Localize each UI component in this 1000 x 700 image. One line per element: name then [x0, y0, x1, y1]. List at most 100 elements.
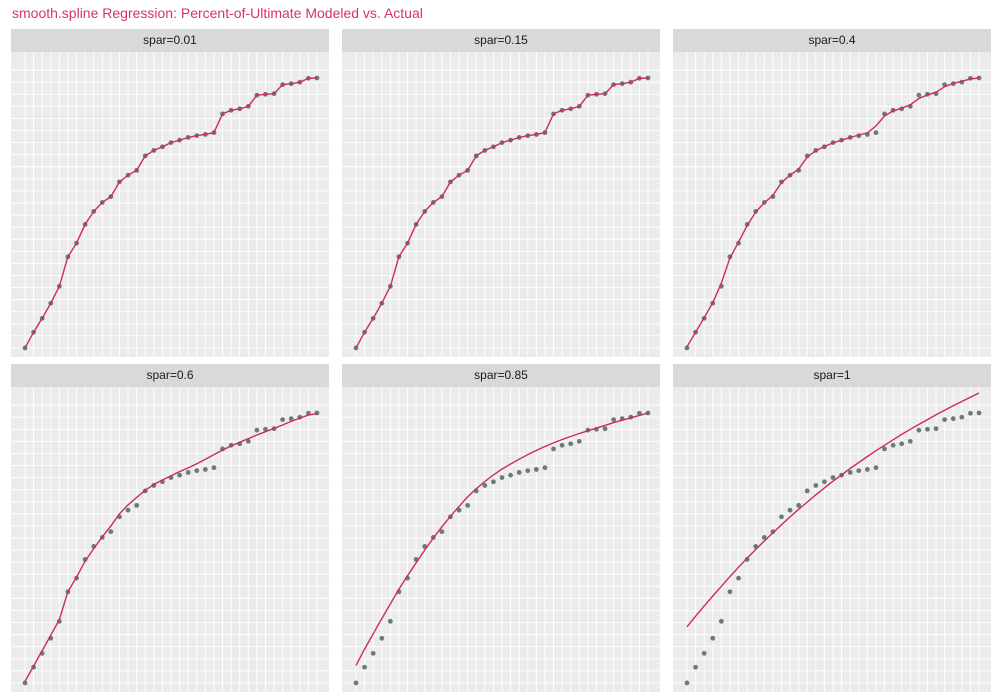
facet-svg	[342, 52, 660, 357]
actual-point	[916, 427, 922, 433]
grid-lines	[673, 387, 991, 692]
actual-point	[813, 483, 819, 488]
facet-svg	[11, 52, 329, 357]
facet-panel: spar=1	[673, 364, 991, 692]
actual-point	[873, 465, 879, 471]
actual-point	[761, 534, 767, 540]
actual-point	[22, 680, 28, 686]
actual-point	[108, 529, 114, 535]
actual-point	[245, 438, 251, 444]
facet-plot-area	[11, 387, 329, 692]
actual-point	[804, 153, 810, 159]
facet-svg	[11, 387, 329, 692]
actual-point	[744, 557, 750, 562]
facet-strip-label: spar=0.15	[342, 29, 660, 52]
actual-point	[525, 468, 531, 474]
actual-point	[899, 441, 905, 447]
actual-point	[211, 465, 217, 471]
facet-plot-area	[11, 52, 329, 357]
actual-point	[976, 75, 982, 81]
actual-point	[177, 472, 182, 478]
actual-point	[959, 414, 965, 420]
actual-point	[968, 410, 973, 416]
actual-point	[770, 529, 776, 535]
actual-point	[362, 664, 367, 670]
fitted-line	[686, 77, 980, 348]
actual-point	[508, 472, 513, 478]
actual-point	[864, 467, 870, 472]
facet-panel: spar=0.85	[342, 364, 660, 692]
actual-point	[456, 507, 462, 513]
actual-point	[254, 427, 260, 433]
actual-point	[568, 441, 574, 447]
actual-point	[387, 618, 393, 624]
facet-panel: spar=0.6	[11, 364, 329, 692]
actual-point	[942, 417, 948, 423]
chart-title: smooth.spline Regression: Percent-of-Ult…	[12, 5, 423, 21]
actual-point	[830, 475, 836, 480]
actual-point	[645, 410, 651, 416]
facet-svg	[673, 387, 991, 692]
actual-point	[202, 467, 208, 472]
grid-lines	[11, 387, 329, 692]
actual-point	[727, 589, 733, 595]
actual-point	[856, 468, 862, 474]
actual-point	[873, 130, 879, 136]
grid-lines	[673, 52, 991, 357]
actual-point	[847, 470, 853, 475]
actual-point	[439, 529, 445, 535]
actual-point	[542, 465, 548, 471]
fitted-line	[355, 77, 649, 349]
facet-plot-area	[673, 52, 991, 357]
facet-svg	[342, 387, 660, 692]
actual-point	[710, 635, 716, 641]
actual-point	[890, 442, 896, 448]
actual-point	[465, 502, 471, 508]
actual-point	[499, 475, 505, 480]
actual-point	[770, 194, 776, 200]
actual-point	[933, 426, 939, 432]
actual-point	[907, 438, 913, 444]
grid-lines	[11, 52, 329, 357]
actual-point	[916, 92, 922, 98]
fitted-line	[24, 77, 318, 349]
actual-point	[482, 483, 488, 488]
actual-point	[645, 75, 651, 81]
actual-point	[194, 468, 200, 474]
facet-strip-label: spar=0.6	[11, 364, 329, 387]
facet-plot-area	[342, 387, 660, 692]
actual-point	[185, 470, 191, 475]
actual-point	[379, 635, 385, 641]
facet-strip-label: spar=0.01	[11, 29, 329, 52]
actual-point	[950, 416, 956, 422]
actual-point	[576, 438, 582, 444]
actual-point	[491, 479, 496, 485]
actual-point	[822, 479, 827, 485]
grid-lines	[342, 387, 660, 692]
facet-strip-label: spar=0.4	[673, 29, 991, 52]
actual-point	[925, 426, 930, 432]
actual-point	[370, 650, 376, 656]
actual-point	[796, 502, 802, 508]
facet-panel: spar=0.4	[673, 29, 991, 357]
fitted-line	[686, 392, 980, 628]
actual-point	[684, 680, 690, 686]
actual-point	[125, 507, 131, 513]
actual-point	[280, 417, 286, 423]
actual-point	[551, 446, 556, 452]
facet-panel: spar=0.01	[11, 29, 329, 357]
facet-plot-area	[673, 387, 991, 692]
facet-plot-area	[342, 52, 660, 357]
actual-point	[787, 507, 793, 513]
actual-point	[718, 618, 724, 624]
actual-point	[533, 467, 539, 472]
fitted-line	[355, 412, 649, 666]
actual-point	[882, 446, 887, 452]
fitted-line	[24, 412, 318, 682]
facet-panel: spar=0.15	[342, 29, 660, 357]
actual-point	[516, 470, 522, 475]
actual-point	[263, 426, 268, 432]
actual-point	[602, 426, 608, 432]
actual-point	[314, 410, 320, 416]
